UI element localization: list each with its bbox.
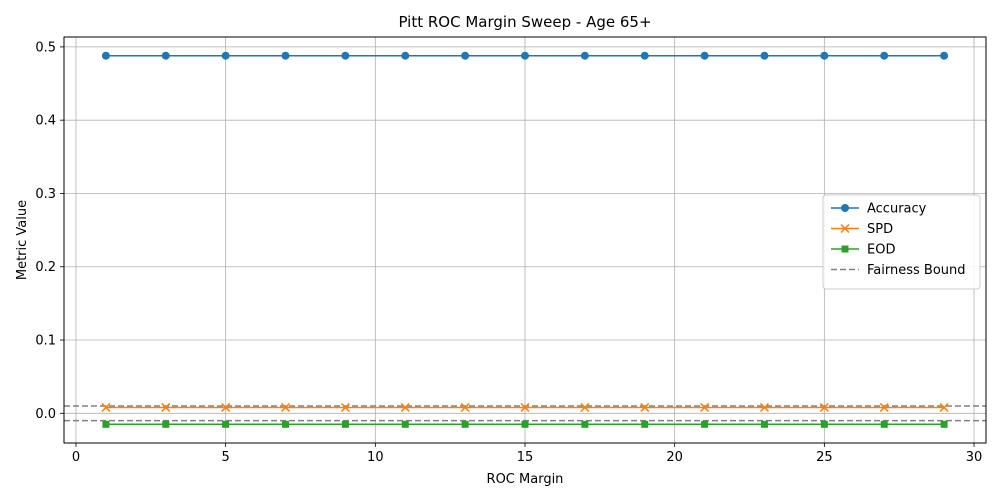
accuracy-point xyxy=(580,51,589,60)
accuracy-point xyxy=(940,51,949,60)
legend-label: Accuracy xyxy=(867,202,927,217)
reference-lines xyxy=(64,405,986,422)
eod-point xyxy=(461,420,469,428)
accuracy-point xyxy=(341,51,350,60)
spd-point xyxy=(879,402,889,412)
spd-point xyxy=(580,402,590,412)
y-tick-label: 0.1 xyxy=(35,334,56,349)
accuracy-point xyxy=(161,51,170,60)
x-tick-label: 30 xyxy=(966,450,983,465)
legend-label: EOD xyxy=(867,243,895,258)
chart-title: Pitt ROC Margin Sweep - Age 65+ xyxy=(398,13,651,31)
eod-point xyxy=(820,420,828,428)
spd-point xyxy=(520,402,530,412)
x-tick-label: 5 xyxy=(222,450,230,465)
legend-item-fairness-bound: Fairness Bound xyxy=(831,263,966,278)
eod-point xyxy=(581,420,589,428)
accuracy-series xyxy=(101,51,949,60)
y-tick-label: 0.5 xyxy=(35,40,56,55)
eod-point xyxy=(880,420,888,428)
ticks: 0 5 10 15 20 25 30 0.0 0.1 0.2 0.3 0.4 0.5 xyxy=(35,40,982,465)
legend-item-accuracy: Accuracy xyxy=(831,202,927,217)
accuracy-point xyxy=(700,51,709,60)
spd-point xyxy=(280,402,291,412)
eod-point xyxy=(940,420,948,428)
accuracy-point xyxy=(281,51,290,60)
legend-swatch-marker xyxy=(841,245,849,253)
series xyxy=(101,51,949,428)
x-tick-label: 15 xyxy=(517,450,534,465)
x-tick-label: 25 xyxy=(816,450,833,465)
eod-point xyxy=(341,420,349,428)
y-axis-label: Metric Value xyxy=(15,200,30,280)
accuracy-point xyxy=(401,51,410,60)
eod-point xyxy=(222,420,230,428)
accuracy-point xyxy=(640,51,649,60)
legend-box xyxy=(822,194,981,290)
spd-point xyxy=(819,402,829,412)
spd-point xyxy=(161,402,171,412)
accuracy-point xyxy=(221,51,230,60)
eod-point xyxy=(521,420,529,428)
spd-point xyxy=(340,402,350,412)
y-tick-label: 0.3 xyxy=(35,187,56,202)
eod-point xyxy=(760,420,768,428)
legend-label: SPD xyxy=(867,222,893,237)
spd-point xyxy=(460,402,470,412)
accuracy-point xyxy=(101,51,110,60)
accuracy-point xyxy=(880,51,889,60)
eod-point xyxy=(282,420,290,428)
eod-series xyxy=(102,420,948,428)
spd-point xyxy=(939,402,949,412)
x-tick-label: 20 xyxy=(666,450,683,465)
legend-item-spd: SPD xyxy=(831,222,893,237)
x-axis-label: ROC Margin xyxy=(487,472,564,487)
spd-point xyxy=(221,402,231,412)
spd-point xyxy=(400,402,410,412)
legend-swatch-marker xyxy=(841,204,849,212)
eod-point xyxy=(162,420,170,428)
accuracy-point xyxy=(760,51,769,60)
y-tick-label: 0.4 xyxy=(35,114,56,129)
x-tick-label: 0 xyxy=(72,450,80,465)
legend-item-eod: EOD xyxy=(831,243,895,258)
eod-point xyxy=(401,420,409,428)
legend: Accuracy SPD EOD Fairness Bound xyxy=(822,194,981,290)
spd-point xyxy=(700,402,710,412)
eod-point xyxy=(701,420,709,428)
spd-point xyxy=(759,402,770,412)
x-tick-label: 10 xyxy=(367,450,384,465)
legend-label: Fairness Bound xyxy=(867,263,966,278)
accuracy-point xyxy=(521,51,529,60)
accuracy-point xyxy=(820,51,829,60)
eod-point xyxy=(102,420,110,428)
y-tick-label: 0.2 xyxy=(35,260,56,275)
y-tick-label: 0.0 xyxy=(35,407,56,422)
accuracy-point xyxy=(461,51,470,60)
spd-point xyxy=(101,402,111,412)
eod-point xyxy=(641,420,649,428)
legend-swatch-marker xyxy=(840,223,850,234)
spd-series xyxy=(101,402,949,412)
spd-point xyxy=(640,402,650,412)
